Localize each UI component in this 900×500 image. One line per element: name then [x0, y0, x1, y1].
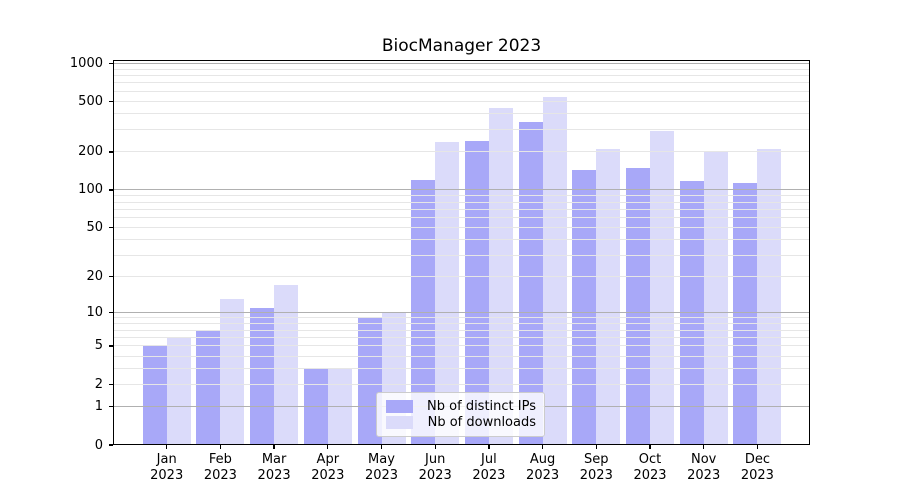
y-tick-mark-50: [108, 227, 113, 229]
gridline-5: [113, 345, 810, 347]
legend-row-downloads: Nb of downloads: [386, 415, 536, 430]
bar-aug-distinct-ips: [518, 121, 543, 445]
y-tick-label-500: 500: [78, 93, 103, 109]
legend-row-distinct-ips: Nb of distinct IPs: [386, 399, 536, 414]
gridline-1000: [113, 62, 810, 64]
y-tick-label-2: 2: [94, 376, 103, 392]
y-tick-mark-20: [108, 276, 113, 278]
gridline-2: [113, 383, 810, 385]
bar-oct-downloads: [650, 131, 674, 445]
x-tick-mark-feb: [219, 445, 222, 449]
y-tick-label-100: 100: [78, 182, 103, 198]
gridline-100: [113, 189, 810, 191]
legend: Nb of distinct IPs Nb of downloads: [376, 392, 545, 437]
bar-aug-downloads: [542, 97, 567, 445]
legend-swatch-downloads: [386, 416, 413, 429]
legend-label-downloads: Nb of downloads: [427, 415, 536, 430]
x-tick-label-may: May 2023: [364, 452, 399, 483]
gridline-200: [113, 151, 810, 153]
legend-swatch-distinct-ips: [386, 400, 413, 413]
gridline-7: [113, 329, 810, 331]
y-tick-mark-10: [108, 311, 113, 314]
gridline-300: [113, 129, 810, 131]
y-tick-mark-5: [108, 345, 113, 347]
y-tick-mark-1: [108, 406, 113, 408]
x-tick-label-mar: Mar 2023: [257, 452, 291, 483]
bar-mar-distinct-ips: [250, 307, 275, 445]
x-tick-label-feb: Feb 2023: [203, 452, 237, 483]
x-tick-mark-nov: [703, 445, 705, 449]
x-tick-mark-dec: [756, 445, 759, 449]
gridline-40: [113, 239, 810, 241]
gridline-60: [113, 217, 810, 219]
y-tick-mark-200: [108, 151, 113, 153]
bar-jan-distinct-ips: [142, 345, 167, 445]
x-tick-label-sep: Sep 2023: [579, 452, 613, 483]
gridline-900: [113, 68, 810, 70]
y-tick-label-0: 0: [94, 437, 103, 453]
x-tick-mark-aug: [541, 445, 544, 449]
bar-nov-downloads: [703, 151, 728, 445]
x-tick-mark-jun: [434, 445, 436, 449]
gridline-30: [113, 254, 810, 256]
gridline-600: [113, 90, 810, 92]
bar-dec-downloads: [757, 149, 782, 445]
gridline-70: [113, 208, 810, 210]
gridline-6: [113, 336, 810, 338]
y-tick-label-20: 20: [86, 269, 103, 285]
y-tick-mark-100: [108, 189, 113, 191]
bar-feb-downloads: [220, 299, 245, 445]
y-tick-mark-2: [108, 383, 113, 385]
gridline-3: [113, 367, 810, 369]
x-tick-label-apr: Apr 2023: [311, 452, 345, 483]
x-tick-mark-sep: [595, 445, 597, 449]
y-tick-label-10: 10: [86, 304, 103, 320]
legend-label-distinct-ips: Nb of distinct IPs: [427, 399, 536, 414]
y-tick-mark-500: [108, 100, 113, 103]
x-tick-mark-may: [380, 445, 383, 449]
y-tick-label-200: 200: [78, 144, 103, 160]
x-tick-label-jun: Jun 2023: [418, 452, 452, 483]
gridline-4: [113, 355, 810, 357]
y-tick-mark-1000: [108, 62, 113, 64]
x-tick-label-nov: Nov 2023: [687, 452, 721, 483]
bar-mar-downloads: [274, 285, 299, 445]
x-tick-mark-jan: [166, 445, 168, 449]
x-tick-label-dec: Dec 2023: [740, 452, 774, 483]
gridline-500: [113, 100, 810, 102]
y-tick-label-50: 50: [86, 220, 103, 236]
gridline-10: [113, 311, 810, 313]
bar-sep-downloads: [596, 149, 621, 445]
gridline-700: [113, 82, 810, 84]
gridline-20: [113, 276, 810, 278]
gridline-8: [113, 323, 810, 325]
chart-title: BiocManager 2023: [381, 36, 542, 56]
gridline-9: [113, 317, 810, 319]
gridline-800: [113, 75, 810, 76]
bar-dec-distinct-ips: [733, 182, 758, 445]
x-tick-label-aug: Aug 2023: [526, 452, 560, 483]
bar-feb-distinct-ips: [196, 330, 221, 445]
gridline-400: [113, 113, 810, 115]
gridline-80: [113, 201, 810, 203]
bar-sep-distinct-ips: [572, 169, 597, 445]
y-tick-label-5: 5: [94, 338, 103, 354]
gridline-50: [113, 227, 810, 229]
gridline-90: [113, 195, 810, 197]
x-tick-mark-jul: [488, 445, 490, 449]
x-tick-mark-apr: [327, 445, 329, 449]
x-tick-label-jan: Jan 2023: [150, 452, 184, 483]
y-tick-label-1000: 1000: [69, 55, 103, 71]
x-tick-mark-oct: [649, 445, 651, 449]
x-tick-label-oct: Oct 2023: [633, 452, 667, 483]
bar-jan-downloads: [166, 337, 191, 445]
x-tick-mark-mar: [273, 445, 275, 449]
y-tick-label-1: 1: [94, 399, 103, 415]
y-tick-mark-0: [108, 444, 113, 446]
x-tick-label-jul: Jul 2023: [472, 452, 506, 483]
bar-oct-distinct-ips: [626, 168, 650, 445]
